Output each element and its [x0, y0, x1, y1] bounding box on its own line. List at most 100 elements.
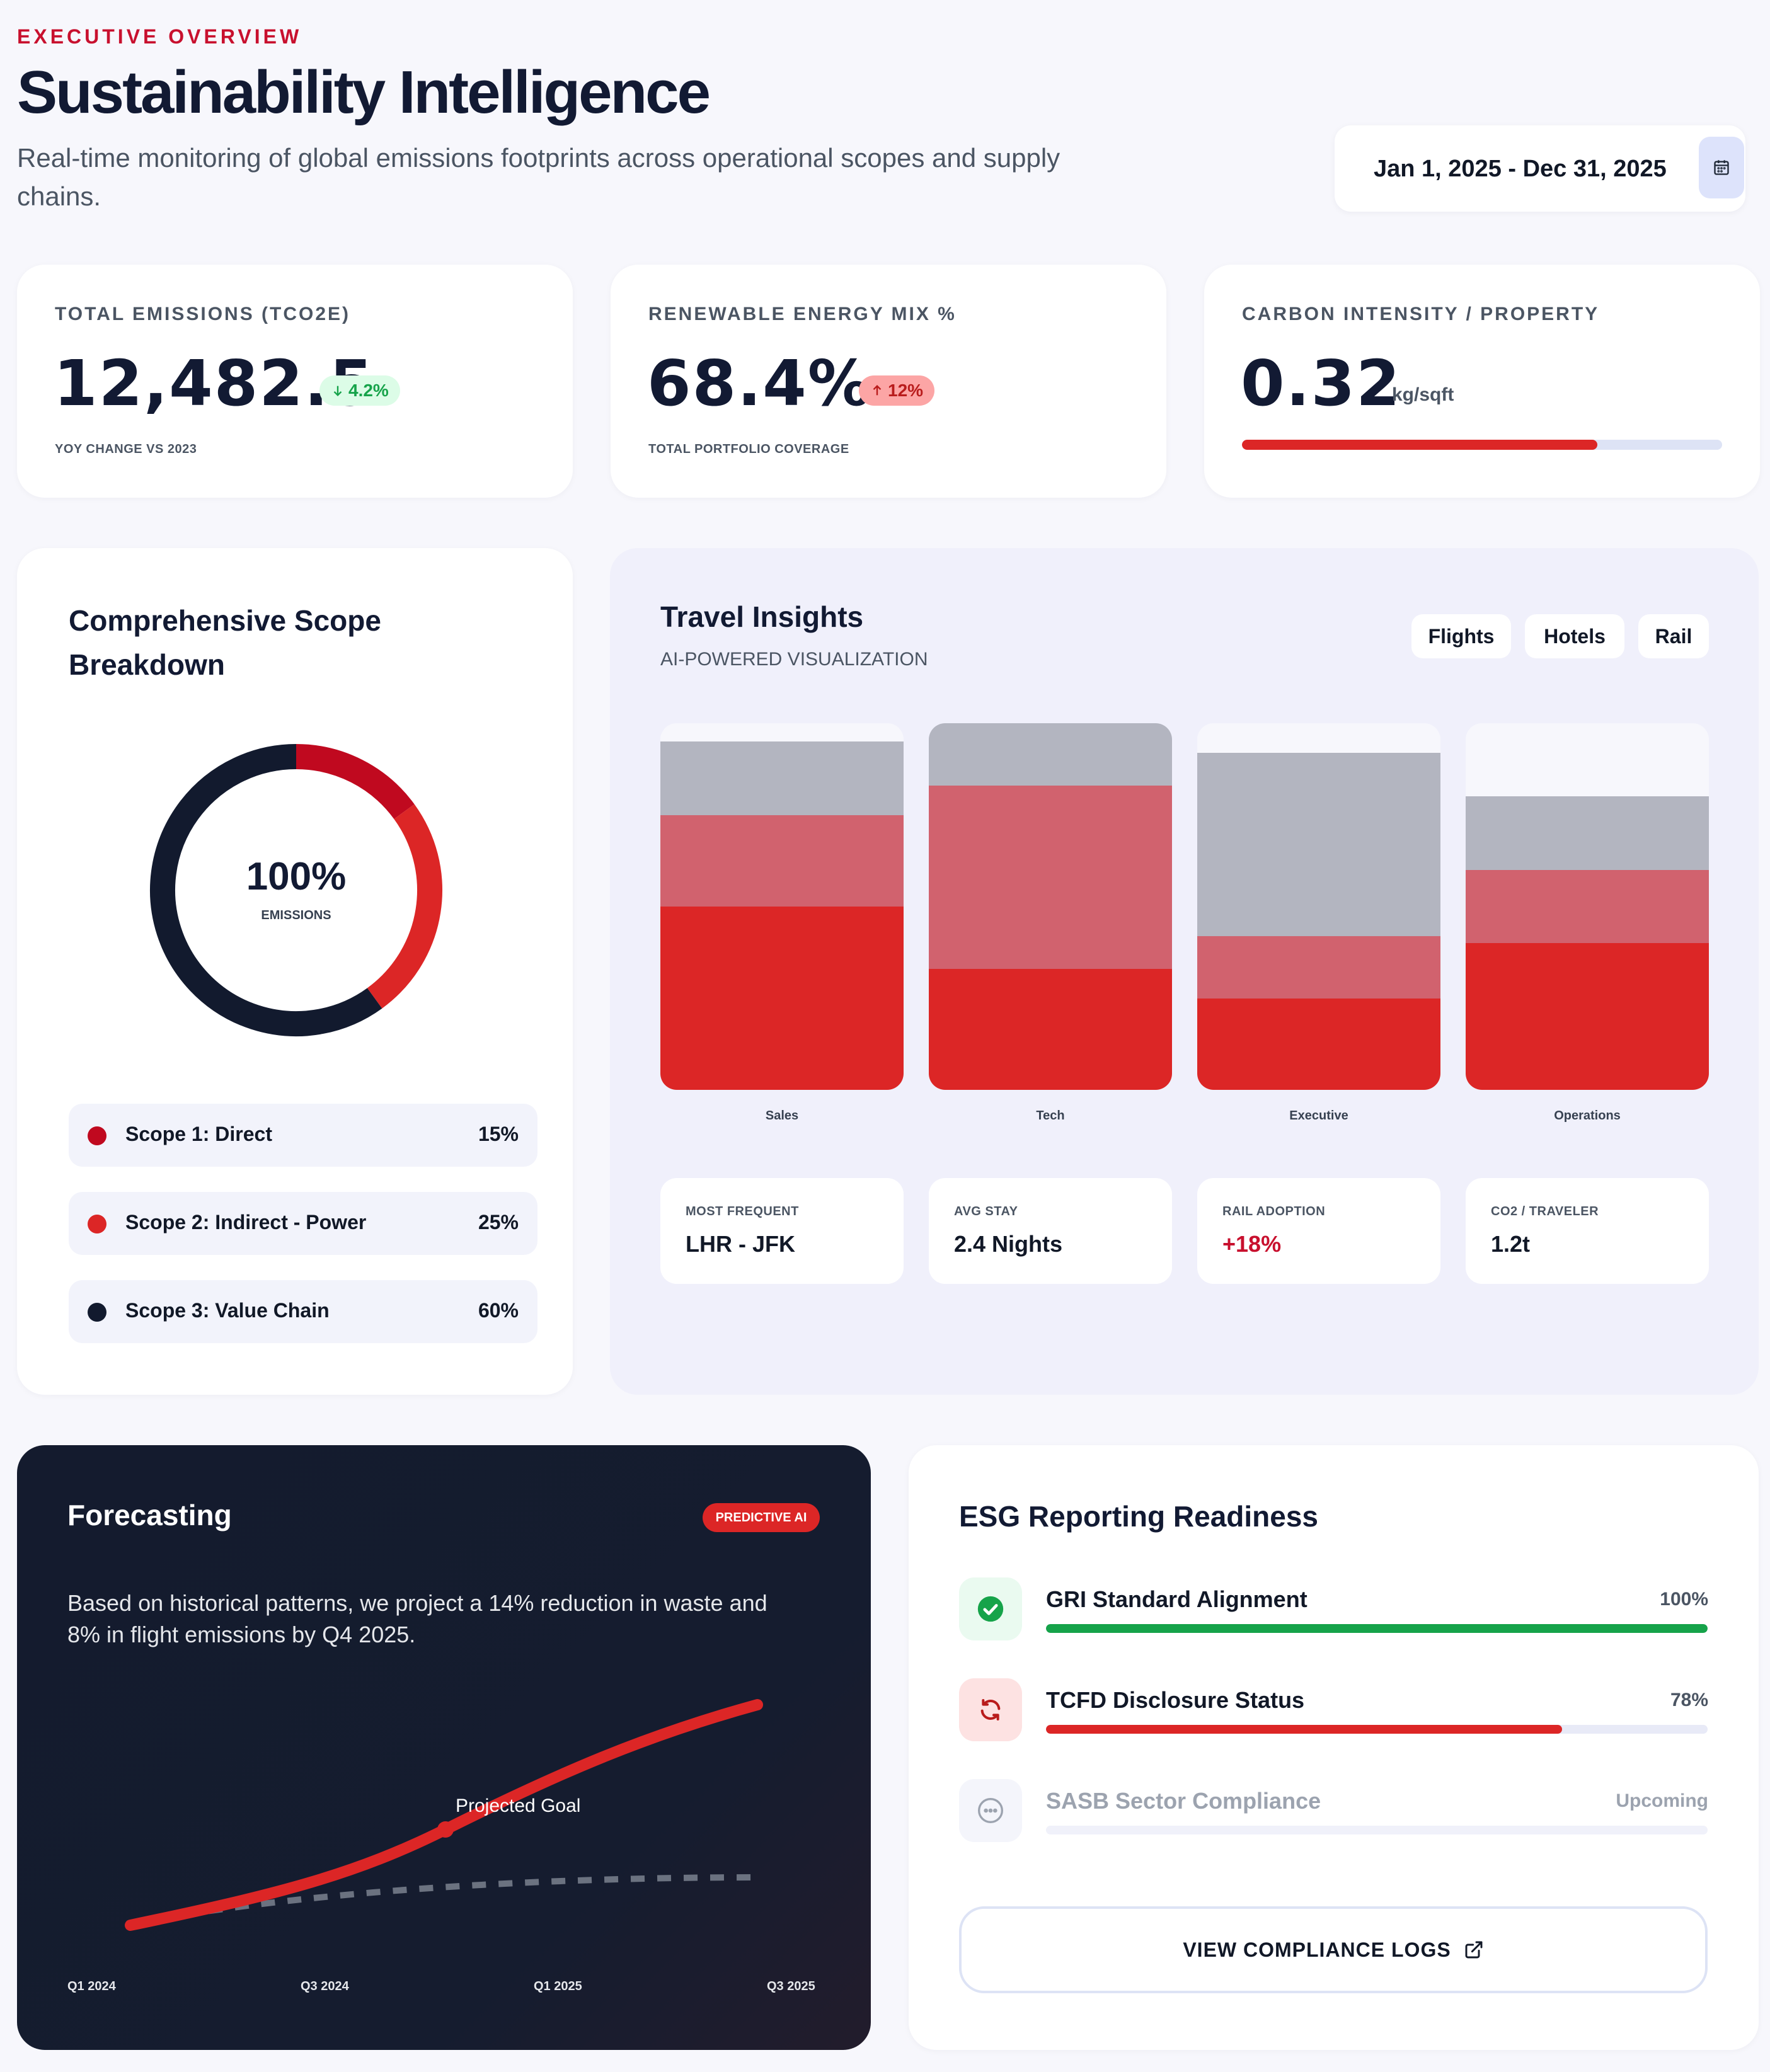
esg-progress-track	[1046, 1725, 1708, 1734]
calendar-icon	[1714, 160, 1729, 175]
page-title: Sustainability Intelligence	[17, 59, 711, 126]
refresh-icon	[980, 1699, 1001, 1720]
bar-column-operations[interactable]	[1466, 723, 1709, 1090]
scope-pct: 15%	[478, 1123, 519, 1145]
scope-name: Scope 3: Value Chain	[125, 1299, 330, 1322]
bar-segment	[1466, 796, 1709, 870]
scope-title-line2: Breakdown	[69, 648, 225, 681]
forecast-x-label: Q3 2025	[767, 1979, 815, 1993]
kpi-label: TOTAL EMISSIONS (TCO2E)	[55, 304, 351, 324]
esg-progress-track	[1046, 1826, 1708, 1834]
bar-segment	[660, 741, 904, 815]
bar-segment	[929, 968, 1172, 1090]
check-circle-icon	[977, 1596, 1004, 1622]
bar-segment	[1197, 752, 1440, 936]
bar-segment	[1466, 869, 1709, 944]
esg-item-name: SASB Sector Compliance	[1046, 1788, 1321, 1814]
esg-title: ESG Reporting Readiness	[959, 1500, 1319, 1533]
tab-hotels[interactable]: Hotels	[1525, 614, 1624, 658]
scope-row-3[interactable]: Scope 3: Value Chain 60%	[69, 1280, 537, 1343]
stat-label: RAIL ADOPTION	[1222, 1205, 1326, 1218]
esg-status-icon	[959, 1577, 1022, 1640]
scope-pct: 60%	[478, 1299, 519, 1322]
projected-goal-annotation: Projected Goal	[456, 1795, 581, 1816]
scope-color-dot	[88, 1303, 106, 1322]
scope-color-dot	[88, 1126, 106, 1145]
page-subtitle: Real-time monitoring of global emissions…	[17, 143, 1060, 211]
stat-value: 1.2t	[1491, 1231, 1531, 1257]
bar-category-label: Executive	[1289, 1109, 1348, 1123]
esg-progress-fill	[1046, 1624, 1708, 1633]
kpi-change-value: 12%	[888, 381, 924, 400]
calendar-button[interactable]	[1699, 137, 1744, 198]
travel-subtitle: AI-POWERED VISUALIZATION	[660, 649, 928, 670]
scope-breakdown-card: Comprehensive Scope Breakdown 100% EMISS…	[17, 548, 573, 1395]
stat-label: AVG STAY	[954, 1205, 1018, 1218]
kpi-footnote: YOY CHANGE VS 2023	[55, 442, 197, 456]
scope-color-dot	[88, 1215, 106, 1233]
stat-label: CO2 / TRAVELER	[1491, 1205, 1599, 1218]
esg-status-icon	[959, 1678, 1022, 1741]
bar-segment	[1197, 998, 1440, 1090]
intensity-progress-track	[1242, 440, 1722, 450]
esg-item-status: 100%	[1660, 1589, 1708, 1610]
kpi-value: 68.4%	[647, 346, 872, 420]
donut-segment-scope-2	[367, 804, 442, 1009]
kpi-card-carbon-intensity: CARBON INTENSITY / PROPERTY 0.32 kg/sqft	[1204, 265, 1760, 498]
kpi-change-value: 4.2%	[348, 381, 389, 400]
more-horizontal-icon	[978, 1798, 1003, 1823]
bar-column-sales[interactable]	[660, 723, 904, 1090]
esg-progress-fill	[1046, 1725, 1562, 1734]
stat-label: MOST FREQUENT	[686, 1205, 799, 1218]
bar-segment	[929, 785, 1172, 969]
kpi-label: CARBON INTENSITY / PROPERTY	[1242, 304, 1600, 324]
esg-item-name: TCFD Disclosure Status	[1046, 1687, 1305, 1713]
kpi-label: RENEWABLE ENERGY MIX %	[648, 304, 957, 324]
scope-title: Comprehensive Scope Breakdown	[69, 598, 381, 687]
scope-name: Scope 2: Indirect - Power	[125, 1211, 367, 1233]
page-eyebrow: EXECUTIVE OVERVIEW	[17, 25, 302, 48]
stat-value: +18%	[1222, 1231, 1282, 1257]
scope-title-line1: Comprehensive Scope	[69, 604, 381, 637]
travel-stat-avg-stay: AVG STAY 2.4 Nights	[929, 1178, 1172, 1284]
travel-stat-rail-adoption: RAIL ADOPTION +18%	[1197, 1178, 1440, 1284]
esg-item-status: Upcoming	[1616, 1790, 1708, 1811]
arrow-up-icon	[873, 384, 882, 396]
scope-row-2[interactable]: Scope 2: Indirect - Power 25%	[69, 1192, 537, 1255]
forecast-x-label: Q3 2024	[301, 1979, 349, 1993]
bar-segment	[1197, 936, 1440, 999]
bar-segment	[660, 907, 904, 1090]
date-range-text: Jan 1, 2025 - Dec 31, 2025	[1374, 156, 1667, 182]
view-compliance-logs-button[interactable]: VIEW COMPLIANCE LOGS	[959, 1906, 1708, 1993]
travel-insights-card: Travel Insights AI-POWERED VISUALIZATION…	[610, 548, 1759, 1395]
scope-name: Scope 1: Direct	[125, 1123, 272, 1145]
forecast-description: Based on historical patterns, we project…	[67, 1590, 767, 1647]
stat-value: LHR - JFK	[686, 1231, 795, 1257]
date-range-picker[interactable]: Jan 1, 2025 - Dec 31, 2025	[1335, 125, 1745, 212]
donut-segment-scope-1	[296, 744, 415, 820]
bar-category-label: Tech	[1036, 1109, 1065, 1123]
tab-rail[interactable]: Rail	[1638, 614, 1709, 658]
esg-item-name: GRI Standard Alignment	[1046, 1586, 1307, 1612]
forecasting-card: Forecasting PREDICTIVE AI Based on histo…	[17, 1445, 871, 2050]
esg-status-icon	[959, 1779, 1022, 1842]
logs-button-label: VIEW COMPLIANCE LOGS	[1183, 1938, 1451, 1961]
external-link-icon	[1465, 1941, 1483, 1959]
forecast-x-label: Q1 2025	[534, 1979, 582, 1993]
forecast-title: Forecasting	[67, 1499, 232, 1531]
scope-pct: 25%	[478, 1211, 519, 1233]
scope-row-1[interactable]: Scope 1: Direct 15%	[69, 1104, 537, 1167]
bar-column-tech[interactable]	[929, 723, 1172, 1090]
tab-flights[interactable]: Flights	[1411, 614, 1511, 658]
donut-center-value: 100%	[246, 855, 347, 898]
kpi-value: 12,482.5	[54, 346, 375, 420]
bar-segment	[1466, 943, 1709, 1090]
arrow-down-icon	[333, 386, 342, 397]
esg-progress-track	[1046, 1624, 1708, 1633]
travel-stat-co2-per-traveler: CO2 / TRAVELER 1.2t	[1466, 1178, 1709, 1284]
projected-goal-point	[437, 1821, 454, 1838]
bar-column-executive[interactable]	[1197, 723, 1440, 1090]
kpi-change-badge: 12%	[859, 375, 935, 406]
travel-title: Travel Insights	[660, 600, 864, 633]
intensity-progress-fill	[1242, 440, 1597, 450]
